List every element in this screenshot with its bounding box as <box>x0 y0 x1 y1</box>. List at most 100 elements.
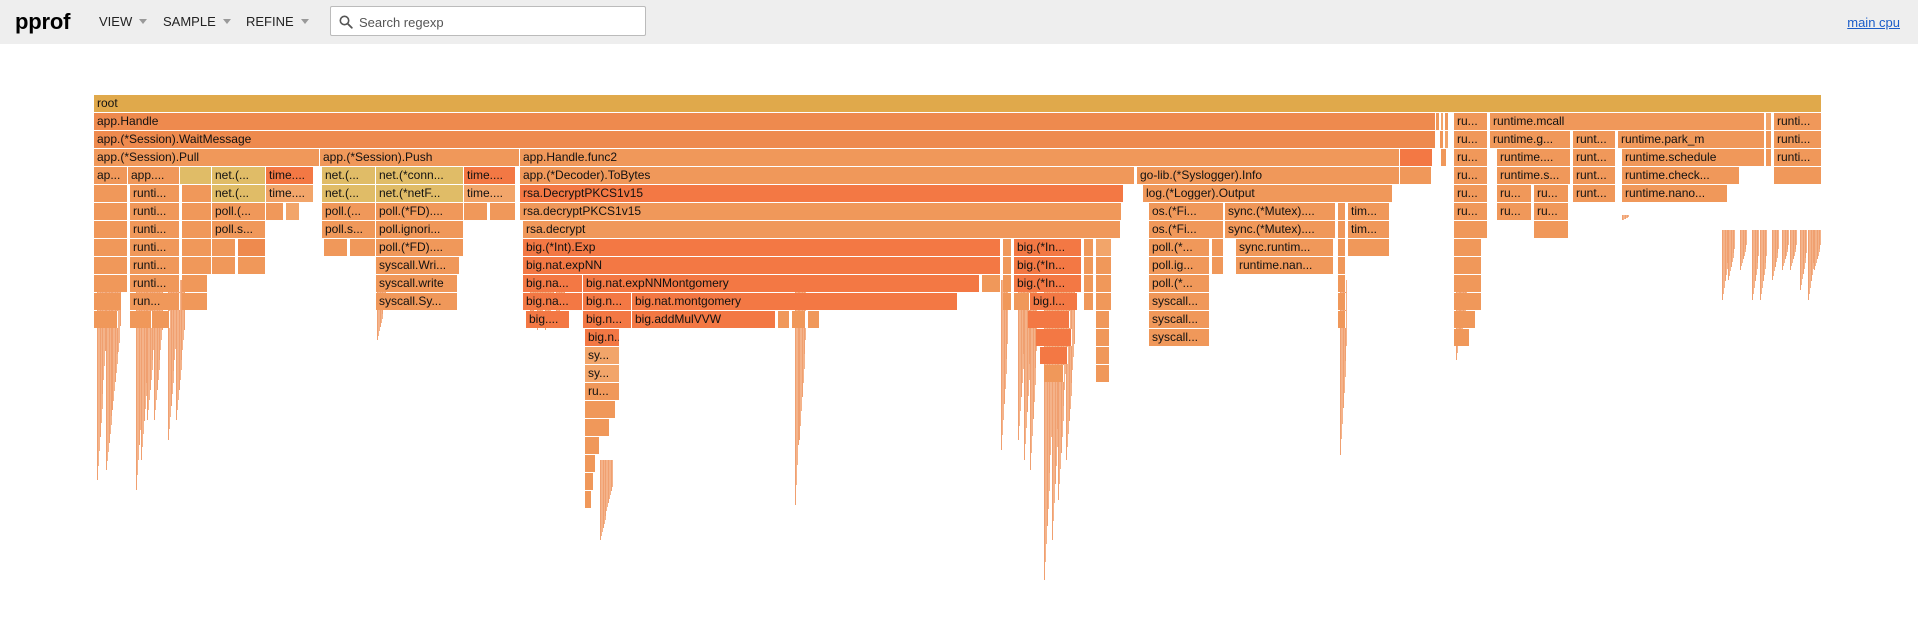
flame-frame[interactable]: runt... <box>1573 149 1616 166</box>
flame-frame[interactable]: runti... <box>130 185 180 202</box>
flame-frame-thin[interactable] <box>1805 230 1807 258</box>
flame-frame-thin[interactable] <box>1761 230 1763 288</box>
flame-frame-thin[interactable] <box>1019 280 1021 412</box>
flame-frame-thin[interactable] <box>1800 230 1802 285</box>
flame-frame-thin[interactable] <box>107 280 109 452</box>
flame-frame-thin[interactable] <box>1344 280 1346 377</box>
flame-frame-thin[interactable] <box>98 280 100 452</box>
flame-frame[interactable] <box>1040 347 1068 364</box>
flame-frame[interactable]: sync.(*Mutex).... <box>1225 203 1336 220</box>
flame-frame[interactable]: rsa.decrypt <box>523 221 1121 238</box>
flame-frame[interactable]: net.(*conn... <box>376 167 464 184</box>
flame-frame[interactable] <box>94 221 128 238</box>
flame-frame-thin[interactable] <box>1625 215 1627 219</box>
flame-frame-thin[interactable] <box>143 280 145 422</box>
flame-frame-thin[interactable] <box>1003 280 1005 405</box>
flame-frame[interactable]: syscall... <box>1149 311 1210 328</box>
flame-frame-thin[interactable] <box>172 280 174 383</box>
flame-frame[interactable]: net.(... <box>212 167 266 184</box>
flame-frame-thin[interactable] <box>1074 280 1076 345</box>
flame-frame-thin[interactable] <box>182 280 184 350</box>
flame-frame[interactable] <box>1400 167 1432 184</box>
flame-frame[interactable]: big.nat.montgomery <box>632 293 958 310</box>
flame-frame-thin[interactable] <box>1731 230 1733 263</box>
flame-frame[interactable] <box>1084 257 1094 274</box>
flame-frame-thin[interactable] <box>1815 230 1817 263</box>
flame-frame-thin[interactable] <box>1032 280 1034 420</box>
flame-frame-thin[interactable] <box>1740 230 1742 267</box>
flame-frame[interactable] <box>585 455 596 472</box>
flame-frame[interactable] <box>266 203 284 220</box>
flame-frame[interactable] <box>585 419 610 436</box>
flame-frame[interactable] <box>1096 365 1110 382</box>
flame-frame-thin[interactable] <box>1778 230 1780 249</box>
flame-frame[interactable]: runtime.mcall <box>1490 113 1765 130</box>
flame-frame-thin[interactable] <box>1342 280 1344 409</box>
flame-frame-thin[interactable] <box>1773 230 1775 272</box>
flame-frame[interactable]: poll.ig... <box>1149 257 1210 274</box>
flame-frame-thin[interactable] <box>141 280 142 460</box>
flame-frame[interactable] <box>808 311 820 328</box>
flame-frame[interactable]: app.Handle.func2 <box>520 149 1400 166</box>
flame-frame[interactable]: poll.s... <box>322 221 376 238</box>
flame-frame[interactable] <box>1445 113 1449 130</box>
flame-frame[interactable] <box>1441 149 1447 166</box>
flame-frame-thin[interactable] <box>1746 230 1748 245</box>
flame-frame-thin[interactable] <box>141 280 143 448</box>
flame-frame[interactable]: tim... <box>1348 203 1390 220</box>
flame-frame-thin[interactable] <box>1820 230 1822 245</box>
flame-frame[interactable] <box>212 257 236 274</box>
flame-frame-thin[interactable] <box>1022 280 1024 369</box>
flame-frame-thin[interactable] <box>1744 230 1746 253</box>
flame-frame-thin[interactable] <box>1793 230 1795 256</box>
flame-frame[interactable] <box>1454 221 1488 238</box>
flame-frame[interactable]: big.nat.expNN <box>523 257 1001 274</box>
flame-frame[interactable]: sy... <box>585 347 620 364</box>
flame-frame[interactable]: syscall.write <box>376 275 458 292</box>
flame-frame-thin[interactable] <box>1819 230 1821 249</box>
flame-frame[interactable]: run... <box>130 293 180 310</box>
flame-frame[interactable] <box>585 473 594 490</box>
flame-frame-thin[interactable] <box>154 280 156 410</box>
flame-frame-thin[interactable] <box>1033 280 1035 403</box>
flame-frame-thin[interactable] <box>154 280 155 420</box>
flame-frame-thin[interactable] <box>604 460 606 520</box>
flame-frame[interactable]: syscall.Wri... <box>376 257 460 274</box>
flame-frame[interactable]: poll.ignori... <box>376 221 464 238</box>
flame-frame[interactable]: app.Handle <box>94 113 1436 130</box>
flame-frame[interactable] <box>182 275 208 292</box>
flame-frame[interactable] <box>1766 131 1772 148</box>
flame-frame[interactable]: time.... <box>266 185 314 202</box>
flame-frame[interactable] <box>1774 167 1822 184</box>
flame-frame[interactable]: poll.(*... <box>1149 239 1210 256</box>
flame-frame-thin[interactable] <box>169 280 171 418</box>
flame-frame[interactable] <box>1338 239 1346 256</box>
flame-frame-thin[interactable] <box>171 280 173 395</box>
flame-frame-thin[interactable] <box>1796 230 1798 245</box>
flame-frame-thin[interactable] <box>1760 230 1762 294</box>
flame-frame-thin[interactable] <box>1052 280 1054 522</box>
flame-frame[interactable]: ru... <box>1454 167 1488 184</box>
flame-frame[interactable] <box>1454 257 1482 274</box>
flame-frame[interactable]: rsa.decryptPKCS1v15 <box>520 203 1122 220</box>
flame-frame-thin[interactable] <box>802 280 804 383</box>
flame-frame-thin[interactable] <box>1072 280 1074 370</box>
flame-frame-thin[interactable] <box>609 460 611 496</box>
flame-frame[interactable] <box>1400 149 1433 166</box>
flame-frame-thin[interactable] <box>137 280 139 460</box>
flame-frame[interactable]: ru... <box>1534 203 1569 220</box>
flame-frame[interactable] <box>94 185 128 202</box>
flame-frame[interactable] <box>1096 275 1112 292</box>
flame-frame-thin[interactable] <box>1816 230 1818 260</box>
flame-frame-thin[interactable] <box>1762 230 1764 282</box>
flame-frame-thin[interactable] <box>1783 230 1785 263</box>
flame-frame-thin[interactable] <box>1732 230 1734 258</box>
flame-frame-thin[interactable] <box>1756 230 1758 269</box>
flame-frame-thin[interactable] <box>377 280 378 340</box>
flame-frame-thin[interactable] <box>168 280 170 429</box>
flame-frame[interactable]: runt... <box>1573 131 1616 148</box>
flame-frame[interactable] <box>1338 221 1346 238</box>
flame-frame[interactable] <box>238 257 266 274</box>
flame-frame[interactable]: runtime.... <box>1497 149 1571 166</box>
flame-frame[interactable] <box>1338 257 1346 274</box>
